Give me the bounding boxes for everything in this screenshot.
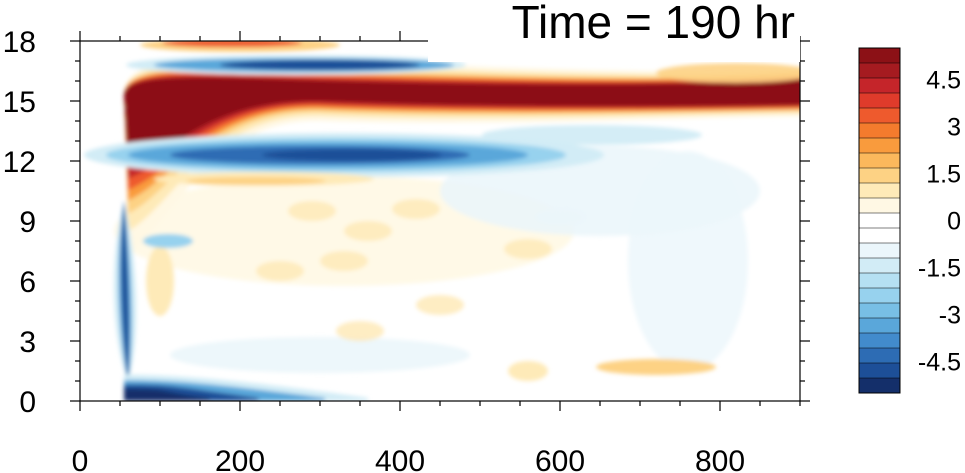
title-background [428,0,800,62]
colorbar-swatch [859,138,900,154]
axis-ticks [70,31,810,411]
x-tick-label: 600 [535,445,585,473]
y-tick-label: 3 [19,326,36,359]
colorbar-labels: 4.5 3 1.5 0 -1.5 -3 -4.5 [918,66,961,376]
warm-speckle [504,239,552,259]
colorbar-swatch [859,93,900,109]
colorbar-swatch [859,363,900,379]
x-tick-label: 400 [375,445,425,473]
colorbar-swatch [859,348,900,364]
warm-speckle [416,295,464,315]
colorbar-swatch [859,213,900,229]
colorbar-swatch [859,108,900,124]
warm-speckle-low [508,361,548,381]
pale-cool-low [170,337,470,373]
x-tick-label: 800 [695,445,745,473]
warm-speckle [344,221,392,241]
warm-speckle [256,261,304,281]
x-tick-labels: 0 200 400 600 800 [72,445,745,473]
colorbar-label: -1.5 [918,255,961,283]
y-tick-label: 18 [3,26,36,59]
y-tick-label: 12 [3,146,36,179]
colorbar-swatch [859,198,900,214]
x-tick-label: 0 [72,445,89,473]
colorbar-swatch [859,78,900,94]
warm-speckle [336,321,384,341]
x-tick-label: 200 [215,445,265,473]
colorbar [858,47,901,394]
y-tick-label: 9 [19,206,36,239]
y-tick-label: 0 [19,386,36,419]
colorbar-swatch [859,228,900,244]
colorbar-swatch [859,48,900,64]
orange-patch-18km-core [162,41,302,47]
colorbar-label: -4.5 [918,349,961,377]
colorbar-swatch [859,258,900,274]
blue-band-12km-layer [262,149,442,161]
colorbar-swatch [859,153,900,169]
colorbar-swatch [859,183,900,199]
colorbar-swatch [859,123,900,139]
colorbar-swatch [859,303,900,319]
heatmap-field [84,41,800,401]
warm-patch-11km-core [186,177,326,185]
colorbar-swatch [859,333,900,349]
cool-speckle [535,209,585,225]
vertical-blue-column-layer [121,201,129,381]
colorbar-label: 0 [947,208,961,236]
colorbar-swatch [859,288,900,304]
red-band-layer [124,77,800,168]
colorbar-border [858,47,901,394]
cool-speckle-8km [143,234,193,248]
y-tick-labels: 0 3 6 9 12 15 18 [3,26,36,419]
colorbar-swatch [859,378,900,394]
pale-cool-region-east [628,151,748,371]
surface-blue-band-layer [124,388,210,401]
colorbar-label: 1.5 [926,160,961,188]
colorbar-label: -3 [939,302,961,330]
warm-patch-east-low [596,359,716,375]
blue-band-17km-core [220,60,420,70]
blue-band-12km-tail [482,125,702,145]
y-tick-label: 6 [19,266,36,299]
colorbar-swatch [859,63,900,79]
colorbar-swatch [859,318,900,334]
y-tick-label: 15 [3,86,36,119]
warm-speckle [392,199,440,219]
warm-column-left [146,246,174,316]
colorbar-swatch [859,243,900,259]
warm-speckle [288,201,336,221]
warm-speckle [320,251,368,271]
colorbar-label: 3 [947,113,961,141]
chart-title: Time = 190 hr [512,0,795,48]
colorbar-label: 4.5 [926,66,961,94]
orange-patch-east [656,63,800,83]
colorbar-swatch [859,273,900,289]
colorbar-swatch [859,168,900,184]
